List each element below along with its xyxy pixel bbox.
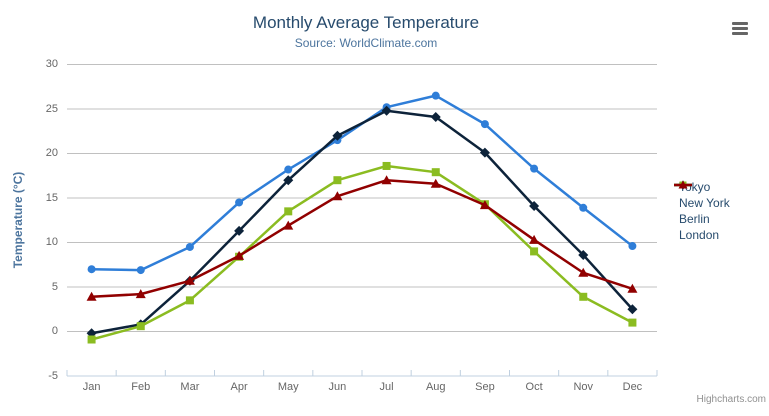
y-axis-label: -5 <box>48 369 58 382</box>
data-point-marker[interactable] <box>283 220 294 230</box>
series-line <box>90 164 634 341</box>
data-point-marker[interactable] <box>234 225 245 236</box>
legend-item-new-york[interactable]: New York <box>674 180 730 211</box>
data-point-marker[interactable] <box>530 164 539 173</box>
data-point-marker[interactable] <box>235 198 244 207</box>
x-axis-label: May <box>277 381 299 393</box>
x-axis-label: Apr <box>230 381 248 393</box>
data-point-marker[interactable] <box>529 234 540 244</box>
data-point-marker[interactable] <box>381 175 392 185</box>
x-axis-label: Feb <box>131 381 151 393</box>
data-point-marker[interactable] <box>479 200 490 210</box>
legend-item-berlin[interactable]: Berlin <box>674 181 730 227</box>
triangle-legend-icon <box>674 180 692 189</box>
data-point-marker[interactable] <box>284 165 293 174</box>
data-point-marker[interactable] <box>136 322 145 331</box>
data-point-marker[interactable] <box>431 168 440 177</box>
data-point-marker[interactable] <box>135 289 146 299</box>
series-line <box>90 94 634 272</box>
y-axis-label: 10 <box>45 236 58 248</box>
series-tokyo[interactable] <box>87 91 637 275</box>
data-point-marker[interactable] <box>579 203 588 212</box>
data-point-marker[interactable] <box>579 292 588 301</box>
data-point-marker[interactable] <box>627 304 638 315</box>
data-point-marker[interactable] <box>627 283 638 293</box>
data-point-marker[interactable] <box>86 291 97 301</box>
data-point-marker[interactable] <box>381 105 392 116</box>
y-axis-label: 30 <box>45 58 58 70</box>
data-point-marker[interactable] <box>185 296 194 305</box>
x-axis-label: Jun <box>328 381 347 393</box>
y-axis-label: 20 <box>45 147 58 159</box>
y-axis-label: 5 <box>51 280 58 293</box>
data-point-marker[interactable] <box>284 207 293 216</box>
data-point-marker[interactable] <box>431 91 440 100</box>
data-point-marker[interactable] <box>332 191 343 201</box>
data-point-marker[interactable] <box>430 112 441 123</box>
legend-label: New York <box>679 196 730 210</box>
x-axis-label: Mar <box>180 381 200 393</box>
x-axis-label: Aug <box>425 381 446 393</box>
x-axis-label: Sep <box>475 381 495 393</box>
data-point-marker[interactable] <box>87 265 96 274</box>
legend-label: Berlin <box>679 212 710 226</box>
data-point-marker[interactable] <box>333 176 342 185</box>
data-point-marker[interactable] <box>578 267 589 277</box>
data-point-marker[interactable] <box>529 201 540 212</box>
legend-label: London <box>679 228 720 242</box>
data-point-marker[interactable] <box>185 242 194 251</box>
data-point-marker[interactable] <box>234 250 245 260</box>
y-axis-label: 0 <box>51 325 58 337</box>
y-axis-label: 15 <box>45 191 58 204</box>
x-axis-label: Nov <box>573 381 594 393</box>
data-point-marker[interactable] <box>628 318 637 327</box>
chart-subtitle: Source: WorldClimate.com <box>294 36 438 50</box>
series-london[interactable] <box>86 175 638 301</box>
data-point-marker[interactable] <box>382 161 391 170</box>
data-point-marker[interactable] <box>184 275 195 285</box>
legend: Tokyo New York Berlin London <box>674 179 730 243</box>
legend-label: Tokyo <box>679 180 711 194</box>
data-point-marker[interactable] <box>479 147 490 158</box>
series-line <box>90 178 634 299</box>
legend-item-london[interactable]: London <box>674 180 730 243</box>
data-point-marker[interactable] <box>430 178 441 188</box>
x-axis-label: Dec <box>622 381 643 393</box>
data-point-marker[interactable] <box>332 130 343 141</box>
chart-title: Monthly Average Temperature <box>252 13 480 32</box>
data-point-marker[interactable] <box>678 180 688 189</box>
x-axis-label: Jan <box>82 381 101 393</box>
data-point-marker[interactable] <box>87 335 96 344</box>
data-point-marker[interactable] <box>578 249 589 260</box>
data-point-marker[interactable] <box>628 242 637 251</box>
data-point-marker[interactable] <box>480 120 489 129</box>
export-menu-button[interactable] <box>729 18 751 38</box>
data-point-marker[interactable] <box>283 175 294 186</box>
series-line <box>90 109 634 335</box>
credits-link[interactable]: Highcharts.com <box>696 394 766 405</box>
data-point-marker[interactable] <box>136 266 145 275</box>
y-axis-label: 25 <box>45 102 58 115</box>
x-axis-label: Oct <box>525 381 543 393</box>
data-point-marker[interactable] <box>530 247 539 256</box>
x-axis-label: Jul <box>379 381 394 393</box>
series-new-york[interactable] <box>86 105 638 339</box>
